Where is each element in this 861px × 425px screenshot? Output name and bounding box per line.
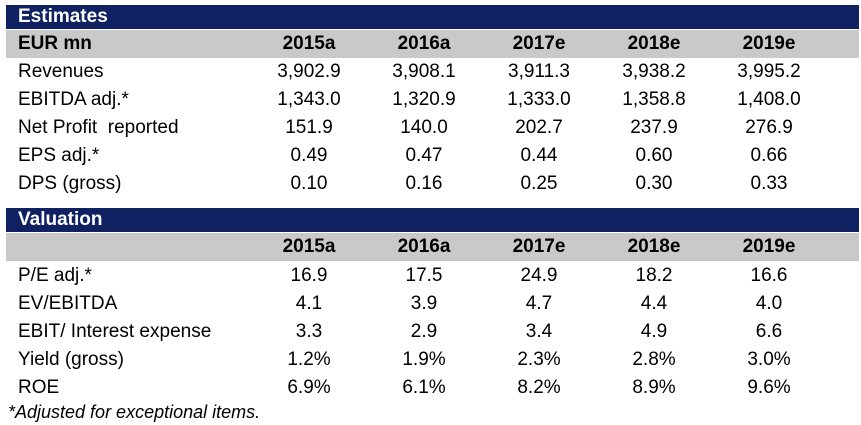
table-cell: 0.60 xyxy=(635,145,673,166)
year-header: 2015a xyxy=(282,236,336,257)
table-cell: 24.9 xyxy=(520,265,558,286)
table-cell: 1.9% xyxy=(402,349,446,370)
table-cell: 8.9% xyxy=(632,377,676,398)
row-label: EBIT/ Interest expense xyxy=(18,321,212,342)
row-label: EBITDA adj.* xyxy=(18,89,129,110)
table-row: EBIT/ Interest expense 3.3 2.9 3.4 4.9 6… xyxy=(6,318,859,346)
table-cell: 17.5 xyxy=(405,265,443,286)
year-header: 2017e xyxy=(512,236,566,257)
table-cell: 2.3% xyxy=(517,349,561,370)
table-row: EBITDA adj.* 1,343.0 1,320.9 1,333.0 1,3… xyxy=(6,86,859,114)
table-cell: 0.16 xyxy=(405,173,443,194)
table-cell: 16.9 xyxy=(290,265,328,286)
row-label: Net Profit reported xyxy=(18,117,179,138)
table-cell: 3,995.2 xyxy=(737,61,801,82)
table-cell: 1,320.9 xyxy=(392,89,456,110)
table-cell: 1,333.0 xyxy=(507,89,571,110)
table-cell: 1,408.0 xyxy=(737,89,801,110)
table-cell: 0.66 xyxy=(750,145,788,166)
table-cell: 1,358.8 xyxy=(622,89,686,110)
table-cell: 0.49 xyxy=(290,145,328,166)
table-row: EPS adj.* 0.49 0.47 0.44 0.60 0.66 xyxy=(6,142,859,170)
estimates-header-row: EUR mn 2015a 2016a 2017e 2018e 2019e xyxy=(6,30,859,58)
year-header: 2016a xyxy=(397,236,451,257)
table-row: P/E adj.* 16.9 17.5 24.9 18.2 16.6 xyxy=(6,262,859,290)
table-cell: 4.9 xyxy=(640,321,668,342)
table-cell: 140.0 xyxy=(400,117,448,138)
valuation-header-row: 2015a 2016a 2017e 2018e 2019e xyxy=(6,233,859,261)
year-header: 2015a xyxy=(282,33,336,54)
table-cell: 0.25 xyxy=(520,173,558,194)
table-cell: 16.6 xyxy=(750,265,788,286)
table-cell: 0.47 xyxy=(405,145,443,166)
estimates-section-title: Estimates xyxy=(6,5,859,29)
year-header: 2018e xyxy=(627,236,681,257)
row-label: DPS (gross) xyxy=(18,173,122,194)
table-cell: 237.9 xyxy=(630,117,678,138)
year-header: 2016a xyxy=(397,33,451,54)
row-label: P/E adj.* xyxy=(18,265,92,286)
table-cell: 3.4 xyxy=(525,321,553,342)
table-cell: 4.7 xyxy=(525,293,553,314)
table-cell: 151.9 xyxy=(285,117,333,138)
table-cell: 6.6 xyxy=(755,321,783,342)
year-header: 2018e xyxy=(627,33,681,54)
table-cell: 1.2% xyxy=(287,349,331,370)
row-label: Revenues xyxy=(18,61,104,82)
table-cell: 0.33 xyxy=(750,173,788,194)
table-cell: 3.3 xyxy=(295,321,323,342)
table-cell: 0.44 xyxy=(520,145,558,166)
unit-label: EUR mn xyxy=(18,33,92,54)
table-cell: 0.10 xyxy=(290,173,328,194)
table-cell: 4.4 xyxy=(640,293,668,314)
table-cell: 1,343.0 xyxy=(277,89,341,110)
table-cell: 0.30 xyxy=(635,173,673,194)
table-row: Yield (gross) 1.2% 1.9% 2.3% 2.8% 3.0% xyxy=(6,346,859,374)
table-row: Net Profit reported 151.9 140.0 202.7 23… xyxy=(6,114,859,142)
table-cell: 202.7 xyxy=(515,117,563,138)
row-label: Yield (gross) xyxy=(18,349,124,370)
table-cell: 9.6% xyxy=(747,377,791,398)
table-cell: 4.0 xyxy=(755,293,783,314)
table-cell: 6.9% xyxy=(287,377,331,398)
table-cell: 3,911.3 xyxy=(508,61,570,82)
year-header: 2019e xyxy=(742,236,796,257)
year-header: 2019e xyxy=(742,33,796,54)
table-row: DPS (gross) 0.10 0.16 0.25 0.30 0.33 xyxy=(6,170,859,198)
table-cell: 6.1% xyxy=(402,377,446,398)
table-cell: 3,938.2 xyxy=(622,61,686,82)
table-cell: 3,902.9 xyxy=(277,61,341,82)
table-cell: 2.8% xyxy=(632,349,676,370)
row-label: ROE xyxy=(18,377,60,398)
table-row: EV/EBITDA 4.1 3.9 4.7 4.4 4.0 xyxy=(6,290,859,318)
footnote: *Adjusted for exceptional items. xyxy=(8,402,261,422)
table-cell: 8.2% xyxy=(517,377,561,398)
table-cell: 3.9 xyxy=(410,293,438,314)
table-cell: 18.2 xyxy=(635,265,673,286)
valuation-section-title: Valuation xyxy=(6,208,859,232)
table-cell: 3.0% xyxy=(747,349,791,370)
table-cell: 3,908.1 xyxy=(392,61,456,82)
table-cell: 276.9 xyxy=(745,117,793,138)
row-label: EPS adj.* xyxy=(18,145,100,166)
table-row: Revenues 3,902.9 3,908.1 3,911.3 3,938.2… xyxy=(6,58,859,86)
table-row: ROE 6.9% 6.1% 8.2% 8.9% 9.6% xyxy=(6,374,859,402)
table-cell: 4.1 xyxy=(295,293,323,314)
row-label: EV/EBITDA xyxy=(18,293,118,314)
year-header: 2017e xyxy=(512,33,566,54)
table-cell: 2.9 xyxy=(410,321,438,342)
